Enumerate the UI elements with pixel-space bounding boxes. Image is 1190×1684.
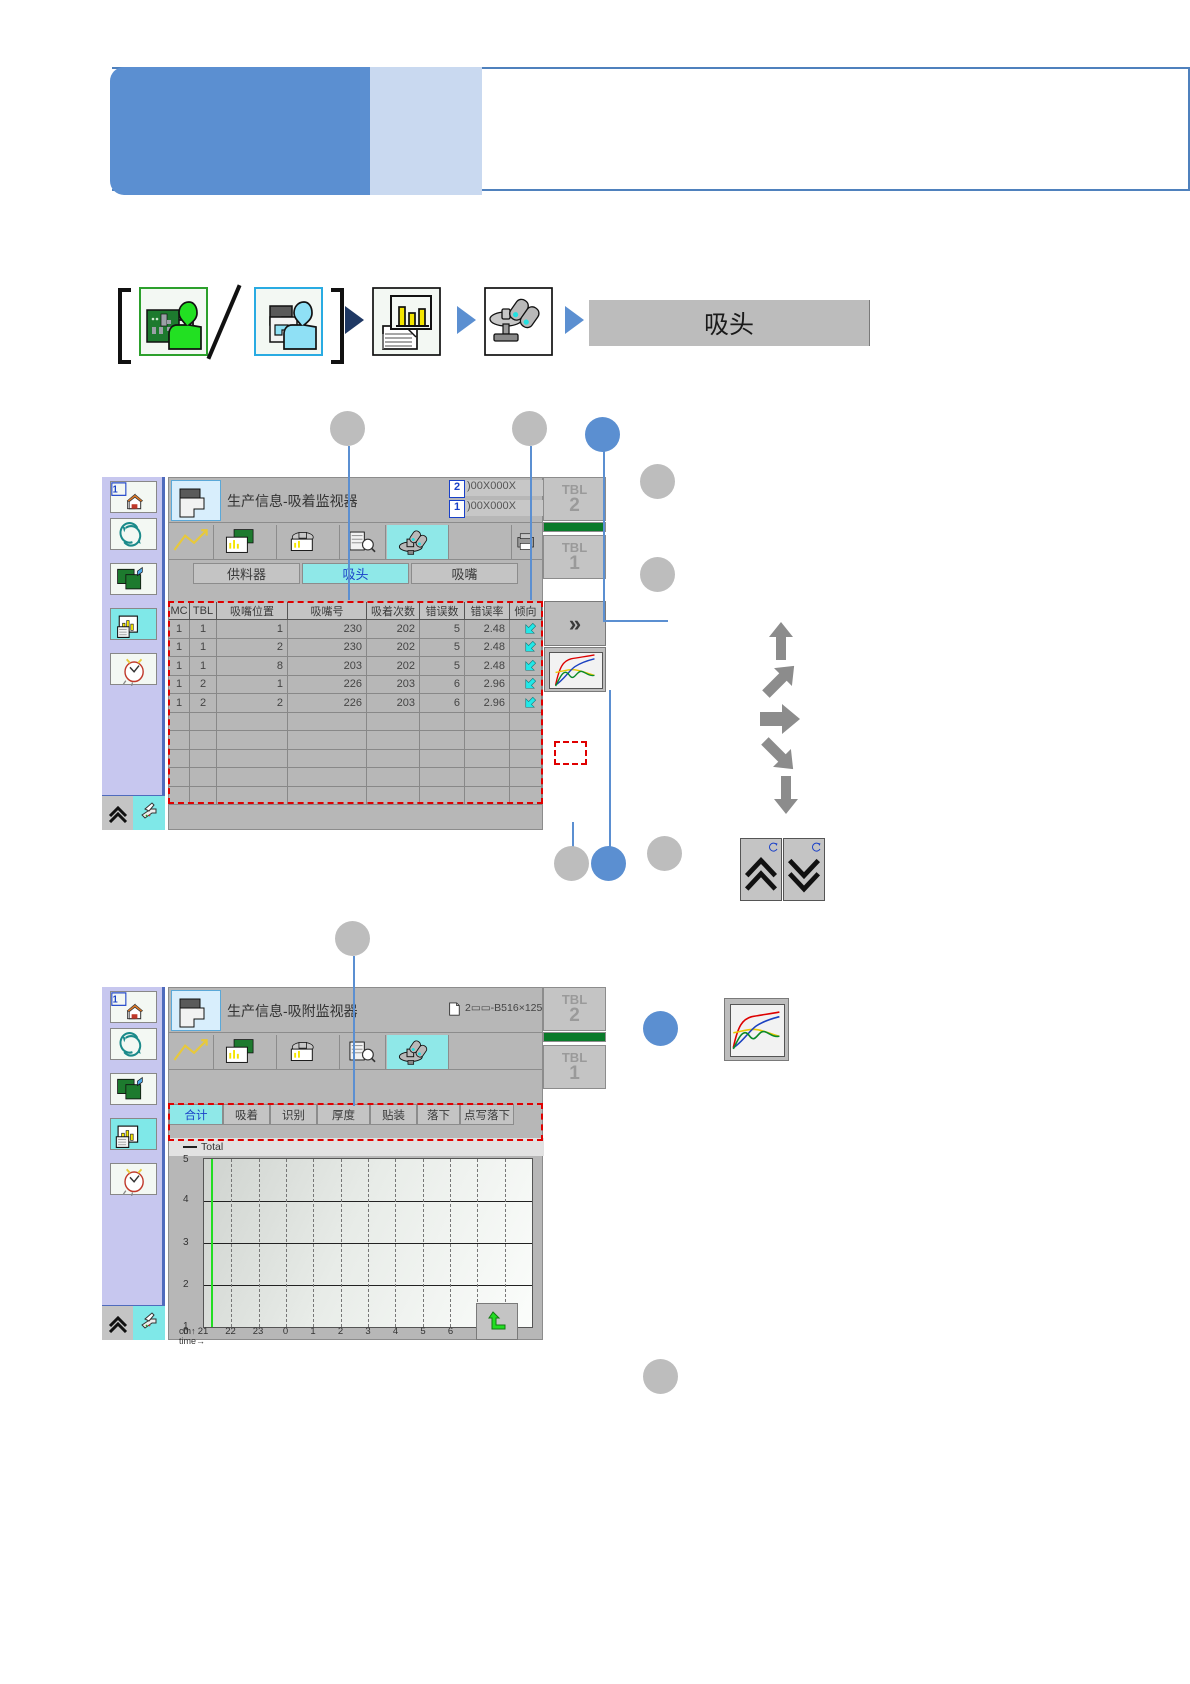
svg-text:1: 1	[113, 993, 118, 1004]
svg-text:1: 1	[113, 483, 118, 494]
